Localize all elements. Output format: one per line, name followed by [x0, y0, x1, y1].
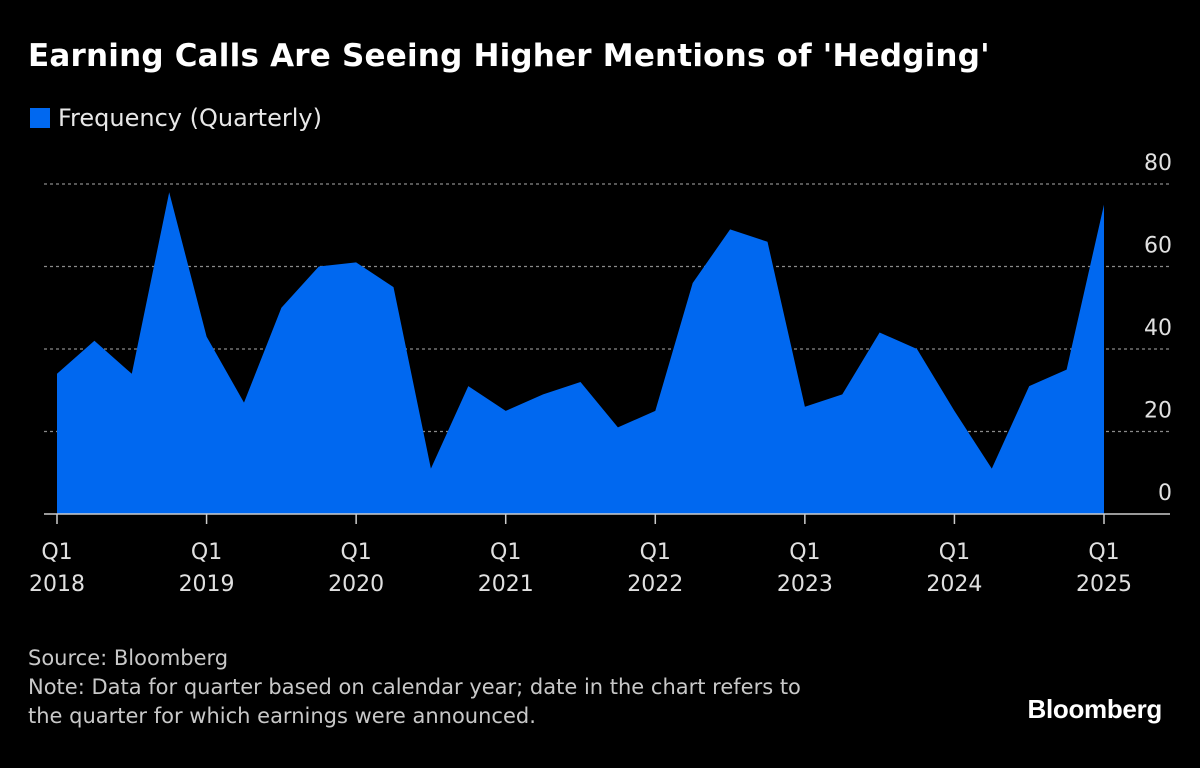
x-tick-label-year: 2023 [777, 572, 833, 597]
source-text: Source: Bloomberg [28, 646, 229, 670]
y-tick-label: 20 [1144, 399, 1172, 424]
y-tick-label: 0 [1158, 481, 1172, 506]
legend: Frequency (Quarterly) [30, 104, 322, 132]
bloomberg-logo: Bloomberg [1027, 694, 1162, 724]
x-tick-label-year: 2020 [328, 572, 384, 597]
legend-label: Frequency (Quarterly) [58, 104, 322, 132]
x-tick-label-year: 2021 [478, 572, 534, 597]
x-tick-label-quarter: Q1 [191, 540, 222, 565]
x-tick-label-year: 2022 [627, 572, 683, 597]
x-tick-label-year: 2025 [1076, 572, 1132, 597]
area-chart: Q1 2018 Q1 2019 Q1 2020 Q1 2021 Q1 2022 Q1 2023 Q1 20… [29, 151, 1172, 597]
x-tick-label-quarter: Q1 [340, 540, 371, 565]
x-tick-label-year: 2019 [179, 572, 235, 597]
x-tick-label-quarter: Q1 [41, 540, 72, 565]
y-tick-label: 80 [1144, 151, 1172, 176]
x-tick-label-quarter: Q1 [640, 540, 671, 565]
x-tick-label-quarter: Q1 [939, 540, 970, 565]
legend-swatch [30, 108, 50, 128]
x-tick-label-quarter: Q1 [789, 540, 820, 565]
footer: Source: Bloomberg Note: Data for quarter… [28, 644, 988, 731]
y-tick-label: 60 [1144, 234, 1172, 259]
x-tick-label-year: 2018 [29, 572, 85, 597]
y-tick-label: 40 [1144, 316, 1172, 341]
area-series [57, 192, 1104, 515]
area-series-frequency [57, 192, 1104, 515]
note-line-1: Note: Data for quarter based on calendar… [28, 675, 801, 699]
x-tick-label-year: 2024 [926, 572, 982, 597]
x-axis: Q1 2018 Q1 2019 Q1 2020 Q1 2021 Q1 2022 Q1 2023 Q1 20… [29, 513, 1170, 597]
x-tick-label-quarter: Q1 [1088, 540, 1119, 565]
note-line-2: the quarter for which earnings were anno… [28, 704, 536, 728]
chart-title: Earning Calls Are Seeing Higher Mentions… [28, 38, 990, 74]
y-axis-ticks: 0 20 40 60 80 [1144, 151, 1172, 506]
x-tick-label-quarter: Q1 [490, 540, 521, 565]
